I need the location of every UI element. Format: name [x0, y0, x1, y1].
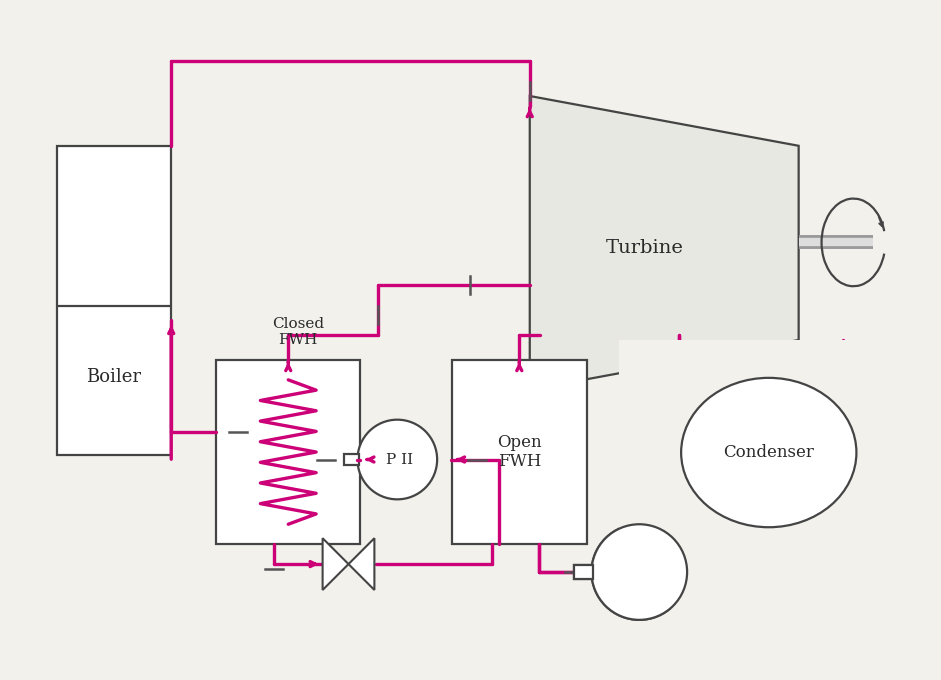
Text: P II: P II [386, 452, 413, 466]
Polygon shape [348, 538, 375, 590]
Circle shape [592, 524, 687, 620]
Text: P I: P I [631, 564, 655, 581]
Text: P I: P I [631, 564, 655, 581]
Polygon shape [530, 96, 799, 390]
Circle shape [358, 420, 438, 499]
Ellipse shape [681, 378, 856, 527]
Text: Closed
FWH: Closed FWH [272, 317, 325, 347]
Bar [56, 146, 171, 454]
Bar [619, 340, 899, 609]
Text: Open
FWH: Open FWH [497, 434, 542, 471]
Polygon shape [323, 538, 348, 590]
Text: Boiler: Boiler [87, 369, 141, 386]
Bar [574, 565, 594, 579]
Text: Condenser: Condenser [724, 444, 814, 461]
Text: Condenser: Condenser [724, 444, 814, 461]
Text: Turbine: Turbine [605, 239, 683, 257]
Bar [343, 454, 359, 466]
Bar [574, 565, 594, 579]
Bar [452, 360, 586, 544]
Bar [216, 360, 360, 544]
Ellipse shape [681, 378, 856, 527]
Circle shape [592, 524, 687, 620]
